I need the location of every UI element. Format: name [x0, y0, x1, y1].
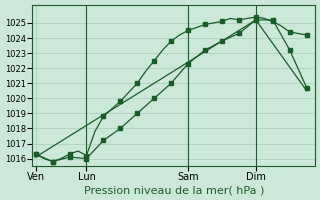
X-axis label: Pression niveau de la mer( hPa ): Pression niveau de la mer( hPa ) [84, 185, 264, 195]
